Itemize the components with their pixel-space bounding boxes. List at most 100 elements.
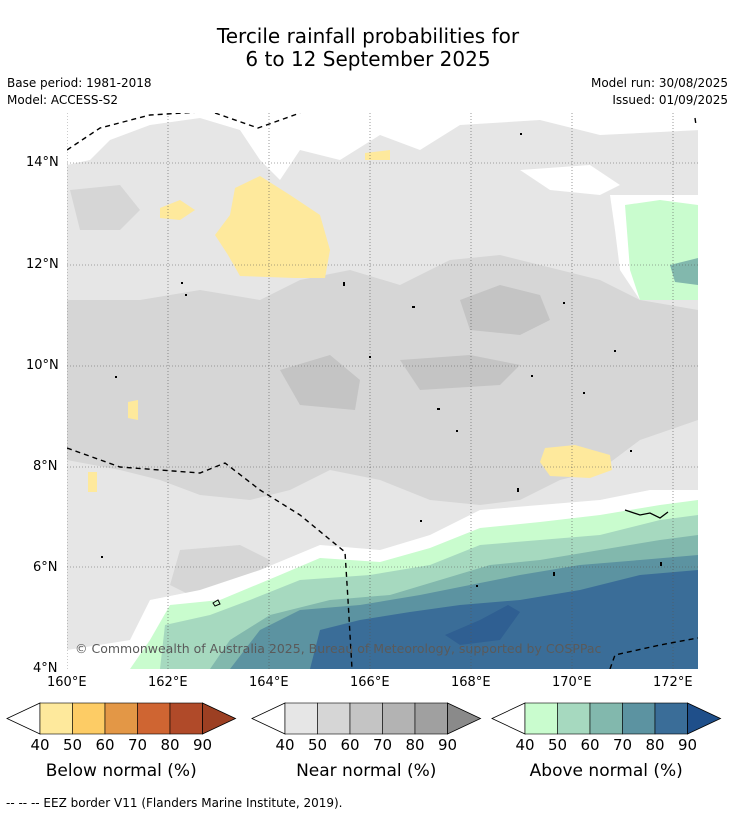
island-marker xyxy=(614,350,616,352)
colorbar-segment xyxy=(654,702,688,735)
white-patch-northeast xyxy=(520,165,620,195)
colorbar-tick-label: 40 xyxy=(515,736,535,754)
near-normal-60-region xyxy=(400,355,520,390)
below-normal-region xyxy=(540,445,612,478)
island-marker xyxy=(563,302,565,304)
island-marker xyxy=(437,408,440,410)
model-run: Model run: 30/08/2025 xyxy=(590,76,728,90)
island-marker xyxy=(412,306,415,308)
colorbar-segment xyxy=(382,702,416,735)
colorbar-tick-label: 40 xyxy=(30,736,50,754)
colorbar-segment xyxy=(414,702,448,735)
colorbar-segment xyxy=(317,702,351,735)
title-line-1: Tercile rainfall probabilities for xyxy=(216,24,520,48)
island-marker xyxy=(531,375,533,377)
island-marker xyxy=(369,356,371,358)
atoll-outline xyxy=(624,509,669,519)
near-normal-50-region xyxy=(70,185,140,230)
below-normal-region xyxy=(128,400,138,420)
colorbar-segment xyxy=(349,702,383,735)
colorbar-below-normal xyxy=(6,702,237,735)
colorbar-over-triangle xyxy=(447,702,482,735)
colorbar-tick-label: 60 xyxy=(95,736,115,754)
eez-border-line xyxy=(214,113,301,129)
issued-date: Issued: 01/09/2025 xyxy=(612,93,728,107)
colorbar-tick-label: 90 xyxy=(437,736,458,754)
island-marker xyxy=(517,488,519,492)
colorbar-under-triangle xyxy=(491,702,526,735)
island-marker xyxy=(583,392,585,394)
colorbar-over-triangle xyxy=(687,702,722,735)
lon-tick: 164°E xyxy=(249,675,289,690)
lat-tick: 10°N xyxy=(26,358,59,373)
island-marker xyxy=(553,572,555,576)
island-marker xyxy=(185,294,187,296)
colorbar-segment xyxy=(104,702,138,735)
model-name: Model: ACCESS-S2 xyxy=(7,93,119,107)
island-marker xyxy=(420,520,422,522)
lon-tick: 168°E xyxy=(451,675,491,690)
colorbar-segment xyxy=(169,702,203,735)
white-patch-north xyxy=(67,113,698,180)
colorbar-tick-label: 50 xyxy=(307,736,328,754)
lon-tick: 172°E xyxy=(653,675,693,690)
below-normal-region xyxy=(365,150,390,160)
lon-tick: 160°E xyxy=(47,675,87,690)
near-normal-60-region xyxy=(280,355,360,410)
near-normal-50-region xyxy=(600,335,698,395)
colorbar-tick-label: 70 xyxy=(127,736,148,754)
colorbar-tick-label: 50 xyxy=(547,736,568,754)
island-marker xyxy=(115,376,117,378)
colorbar-tick-label: 80 xyxy=(405,736,425,754)
colorbar-segment xyxy=(524,702,558,735)
lat-tick: 4°N xyxy=(33,661,58,676)
below-normal-region xyxy=(215,176,330,278)
colorbar-tick-label: 70 xyxy=(612,736,633,754)
colorbar-segment xyxy=(622,702,656,735)
colorbar-tick-label: 80 xyxy=(160,736,180,754)
island-marker xyxy=(660,562,662,566)
colorbar-tick-label: 50 xyxy=(62,736,83,754)
above-normal-40-region xyxy=(625,200,698,300)
colorbar-over-triangle xyxy=(202,702,237,735)
colorbar-under-triangle xyxy=(6,702,41,735)
colorbar-title: Below normal (%) xyxy=(45,761,197,781)
island-marker xyxy=(630,450,632,452)
atoll-outline xyxy=(212,599,221,607)
above-normal-80-region xyxy=(445,605,520,645)
colorbar-title: Near normal (%) xyxy=(296,761,437,781)
lon-tick: 166°E xyxy=(350,675,390,690)
colorbar-segment xyxy=(284,702,318,735)
colorbar-tick-label: 90 xyxy=(677,736,698,754)
colorbar-tick-label: 80 xyxy=(645,736,665,754)
colorbar-segment xyxy=(72,702,106,735)
colorbar-segment xyxy=(589,702,623,735)
below-normal-region xyxy=(160,200,195,220)
colorbar-segment xyxy=(557,702,591,735)
lat-tick: 6°N xyxy=(33,560,58,575)
colorbar-tick-label: 70 xyxy=(372,736,393,754)
eez-border-line xyxy=(694,117,697,126)
base-period: Base period: 1981-2018 xyxy=(7,76,152,90)
colorbar-tick-label: 90 xyxy=(192,736,213,754)
colorbar-above-normal xyxy=(491,702,722,735)
lon-tick: 162°E xyxy=(148,675,188,690)
eez-border-line xyxy=(67,447,353,669)
island-marker xyxy=(476,585,478,587)
island-marker xyxy=(343,282,345,286)
island-marker xyxy=(456,430,458,432)
island-marker xyxy=(101,556,103,558)
colorbar-title: Above normal (%) xyxy=(529,761,683,781)
colorbar-tick-label: 60 xyxy=(580,736,600,754)
colorbar-segment xyxy=(137,702,171,735)
lat-tick: 12°N xyxy=(26,257,59,272)
lon-tick: 170°E xyxy=(552,675,592,690)
lat-tick: 8°N xyxy=(33,459,58,474)
colorbar-under-triangle xyxy=(251,702,286,735)
copyright-notice: © Commonwealth of Australia 2025, Bureau… xyxy=(75,641,602,656)
eez-footnote: -- -- -- EEZ border V11 (Flanders Marine… xyxy=(6,796,343,810)
colorbar-tick-label: 60 xyxy=(340,736,360,754)
title-line-2: 6 to 12 September 2025 xyxy=(245,47,491,71)
colorbar-tick-label: 40 xyxy=(275,736,295,754)
